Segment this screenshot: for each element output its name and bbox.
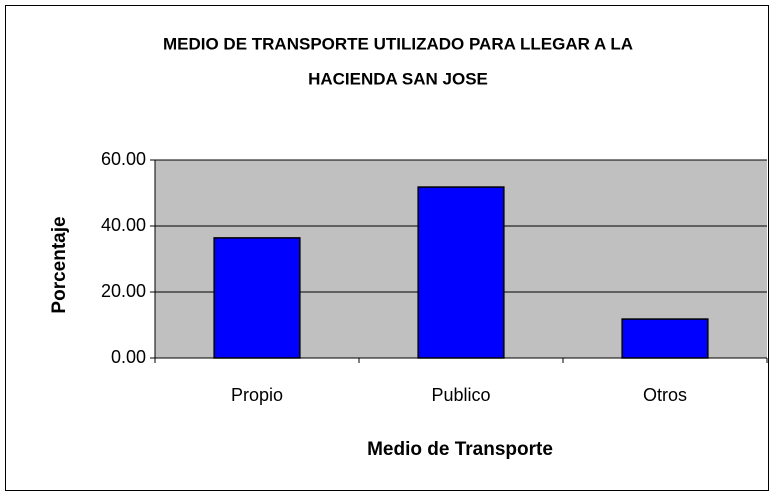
x-axis-label: Medio de Transporte [367, 439, 553, 460]
y-tick-label: 20.00 [101, 281, 146, 301]
bar [213, 237, 301, 359]
x-tick-label: Publico [431, 385, 490, 405]
y-tick-label: 40.00 [101, 215, 146, 235]
x-tick-label: Propio [231, 385, 283, 405]
bar [417, 186, 505, 359]
x-tick-label: Otros [643, 385, 687, 405]
y-axis-label: Porcentaje [49, 216, 70, 313]
y-tick-label: 0.00 [111, 347, 146, 367]
chart-title: HACIENDA SAN JOSE [308, 69, 488, 88]
bar [621, 318, 709, 359]
y-tick-label: 60.00 [101, 149, 146, 169]
chart-title: MEDIO DE TRANSPORTE UTILIZADO PARA LLEGA… [163, 34, 633, 53]
